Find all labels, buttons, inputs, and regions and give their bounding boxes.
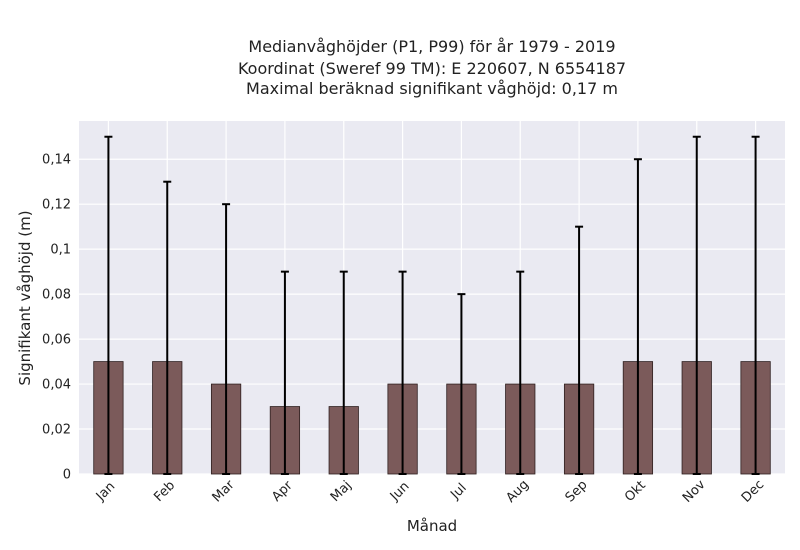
x-tick-label-nov: Nov: [680, 477, 709, 506]
error-bar-okt: [633, 158, 642, 475]
y-tick-label: 0,08: [42, 288, 71, 303]
x-axis-label: Månad: [407, 517, 457, 535]
error-bar-apr: [280, 270, 289, 475]
error-bar-mar: [222, 203, 231, 475]
y-tick-label: 0,06: [42, 333, 71, 348]
error-bar-jan: [104, 135, 113, 475]
y-axis-ticks: 0 0,02 0,04 0,06 0,08 0,1 0,12 0,14: [42, 153, 71, 483]
error-bar-nov: [692, 135, 701, 475]
y-tick-label: 0,04: [42, 378, 71, 393]
x-tick-label-feb: Feb: [151, 478, 178, 505]
x-tick-label-jun: Jun: [387, 479, 413, 505]
x-tick-label-sep: Sep: [563, 478, 591, 506]
y-tick-label: 0,02: [42, 423, 71, 438]
y-axis-label: Signifikant våghöjd (m): [16, 210, 34, 385]
x-tick-label-jan: Jan: [93, 479, 118, 504]
x-tick-label-apr: Apr: [269, 478, 296, 505]
x-tick-label-aug: Aug: [503, 477, 532, 506]
error-bar-feb: [163, 180, 172, 475]
x-tick-label-mar: Mar: [210, 477, 238, 505]
y-tick-label: 0: [63, 468, 71, 483]
x-axis-ticks: Jan Feb Mar Apr Maj Jun Jul Aug Sep Okt Nov Dec: [93, 477, 767, 506]
error-bars: [104, 135, 760, 475]
error-bar-jun: [398, 270, 407, 475]
chart-title-line-2: Koordinat (Sweref 99 TM): E 220607, N 65…: [238, 59, 626, 78]
y-tick-label: 0,12: [42, 198, 71, 213]
y-tick-label: 0,1: [50, 243, 71, 258]
x-tick-label-maj: Maj: [328, 478, 355, 505]
chart-title: Medianvåghöjder (P1, P99) för år 1979 - …: [238, 37, 626, 98]
y-tick-label: 0,14: [42, 153, 71, 168]
x-tick-label-jul: Jul: [447, 481, 469, 503]
error-bar-dec: [751, 135, 760, 475]
chart-title-line-3: Maximal beräknad signifikant våghöjd: 0,…: [246, 79, 618, 98]
plot-area: [79, 121, 785, 474]
error-bar-sep: [575, 225, 584, 475]
chart-title-line-1: Medianvåghöjder (P1, P99) för år 1979 - …: [248, 37, 615, 56]
error-bar-aug: [516, 270, 525, 475]
error-bar-jul: [457, 293, 466, 475]
x-tick-label-okt: Okt: [622, 478, 649, 505]
error-bar-maj: [339, 270, 348, 475]
x-tick-label-dec: Dec: [739, 477, 767, 505]
